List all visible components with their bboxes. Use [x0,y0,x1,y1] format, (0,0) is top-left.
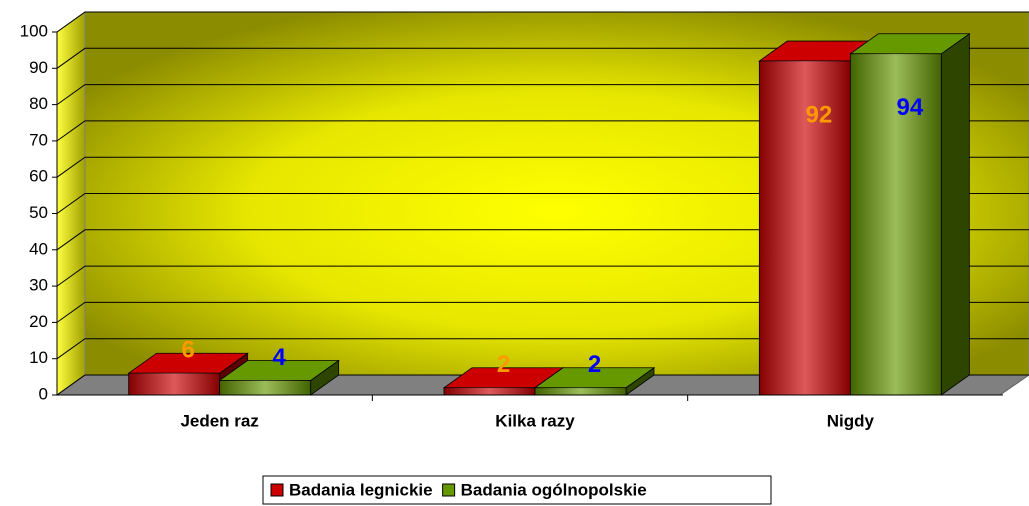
grid-line [56,229,1029,251]
legend-label: Badania legnickie [289,480,433,499]
legend-swatch [270,483,284,497]
y-tick-label: 80 [29,94,48,113]
bar-shine [128,373,220,395]
bar-shine [850,53,942,395]
y-tick-label: 50 [29,203,48,222]
y-tick-label: 90 [29,58,48,77]
y-tick-label: 0 [39,384,48,403]
x-tick-label: Jeden raz [180,411,258,430]
grid-line [56,338,1029,360]
legend-swatch [442,483,456,497]
bar-3d: 6 [127,337,249,396]
legend-label: Badania ogólnopolskie [461,480,647,499]
grid-line [56,84,1029,106]
bar-3d: 94 [849,33,971,396]
bar-shine [444,387,535,395]
grid-line [56,301,1029,323]
value-label: 2 [588,351,601,378]
y-tick-label: 10 [29,348,48,367]
grid-line [56,156,1029,178]
bar-shine [535,387,626,395]
grid-line [56,265,1029,287]
value-label: 2 [497,351,510,378]
y-tick-label: 40 [29,239,48,258]
grid-line [56,120,1029,142]
legend [262,475,772,505]
y-tick-label: 60 [29,167,48,186]
grid-line [56,193,1029,214]
x-tick-label: Nigdy [827,411,875,430]
y-tick-label: 20 [29,312,48,331]
x-tick-label: Kilka razy [495,411,575,430]
value-label: 4 [272,344,286,371]
grid-line [56,374,1029,396]
bar-3d: 2 [533,351,656,396]
grid-line [56,47,1029,69]
y-tick-label: 30 [29,276,48,295]
y-tick-label: 70 [29,130,48,149]
value-label: 92 [805,101,832,128]
value-label: 94 [896,94,923,121]
y-tick-label: 100 [20,21,48,40]
value-label: 6 [181,337,194,364]
bar-shine [219,380,311,395]
bar-side-shade [310,360,339,395]
grid-line [56,11,1029,33]
bar-side-shade [941,33,970,395]
bar-shine [759,61,851,395]
bar-side-shade [626,367,654,395]
